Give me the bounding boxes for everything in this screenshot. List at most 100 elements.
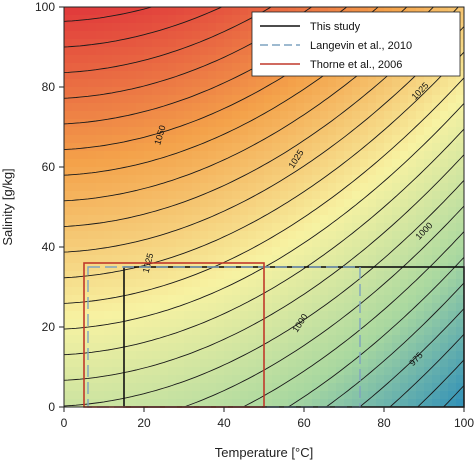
field-cell	[128, 351, 137, 360]
field-cell	[96, 271, 105, 280]
field-cell	[232, 159, 241, 168]
field-cell	[112, 383, 121, 392]
y-tick-label: 80	[42, 80, 56, 94]
field-cell	[64, 383, 73, 392]
field-cell	[112, 111, 121, 120]
field-cell	[184, 351, 193, 360]
field-cell	[264, 191, 273, 200]
field-cell	[440, 167, 449, 176]
field-cell	[424, 391, 433, 400]
field-cell	[136, 327, 145, 336]
field-cell	[208, 255, 217, 264]
field-cell	[280, 247, 289, 256]
field-cell	[416, 215, 425, 224]
field-cell	[184, 23, 193, 32]
x-tick-label: 60	[297, 416, 311, 430]
field-cell	[224, 319, 233, 328]
field-cell	[152, 95, 161, 104]
field-cell	[392, 319, 401, 328]
field-cell	[160, 247, 169, 256]
field-cell	[152, 215, 161, 224]
field-cell	[168, 239, 177, 248]
field-cell	[112, 183, 121, 192]
field-cell	[432, 135, 441, 144]
field-cell	[208, 319, 217, 328]
field-cell	[384, 119, 393, 128]
field-cell	[320, 127, 329, 136]
field-cell	[320, 375, 329, 384]
field-cell	[224, 47, 233, 56]
field-cell	[152, 47, 161, 56]
field-cell	[152, 119, 161, 128]
field-cell	[456, 7, 464, 16]
field-cell	[328, 175, 337, 184]
field-cell	[88, 111, 97, 120]
field-cell	[216, 247, 225, 256]
field-cell	[216, 231, 225, 240]
field-cell	[256, 303, 265, 312]
field-cell	[136, 63, 145, 72]
field-cell	[112, 311, 121, 320]
field-cell	[112, 223, 121, 232]
field-cell	[112, 95, 121, 104]
field-cell	[240, 119, 249, 128]
field-cell	[312, 319, 321, 328]
field-cell	[152, 231, 161, 240]
field-cell	[336, 279, 345, 288]
field-cell	[264, 399, 273, 407]
field-cell	[240, 319, 249, 328]
field-cell	[424, 319, 433, 328]
field-cell	[376, 215, 385, 224]
field-cell	[200, 399, 209, 407]
field-cell	[256, 143, 265, 152]
field-cell	[184, 7, 193, 16]
field-cell	[328, 223, 337, 232]
field-cell	[248, 335, 257, 344]
field-cell	[376, 223, 385, 232]
field-cell	[216, 47, 225, 56]
field-cell	[288, 183, 297, 192]
field-cell	[288, 271, 297, 280]
field-cell	[440, 391, 449, 400]
field-cell	[128, 191, 137, 200]
field-cell	[80, 191, 89, 200]
field-cell	[88, 351, 97, 360]
field-cell	[88, 103, 97, 112]
field-cell	[376, 383, 385, 392]
field-cell	[384, 303, 393, 312]
field-cell	[136, 399, 145, 407]
field-cell	[88, 215, 97, 224]
field-cell	[432, 159, 441, 168]
field-cell	[64, 247, 73, 256]
field-cell	[272, 271, 281, 280]
field-cell	[128, 39, 137, 48]
field-cell	[368, 215, 377, 224]
field-cell	[136, 255, 145, 264]
field-cell	[232, 79, 241, 88]
field-cell	[384, 279, 393, 288]
field-cell	[448, 135, 457, 144]
field-cell	[432, 143, 441, 152]
field-cell	[344, 159, 353, 168]
field-cell	[360, 119, 369, 128]
field-cell	[424, 103, 433, 112]
field-cell	[216, 143, 225, 152]
field-cell	[208, 103, 217, 112]
field-cell	[432, 295, 441, 304]
field-cell	[248, 399, 257, 407]
field-cell	[72, 159, 81, 168]
field-cell	[288, 279, 297, 288]
field-cell	[448, 311, 457, 320]
field-cell	[336, 343, 345, 352]
field-cell	[400, 303, 409, 312]
field-cell	[64, 303, 73, 312]
field-cell	[192, 159, 201, 168]
field-cell	[144, 191, 153, 200]
field-cell	[168, 151, 177, 160]
field-cell	[360, 111, 369, 120]
field-cell	[440, 287, 449, 296]
field-cell	[352, 327, 361, 336]
field-cell	[176, 343, 185, 352]
field-cell	[208, 159, 217, 168]
